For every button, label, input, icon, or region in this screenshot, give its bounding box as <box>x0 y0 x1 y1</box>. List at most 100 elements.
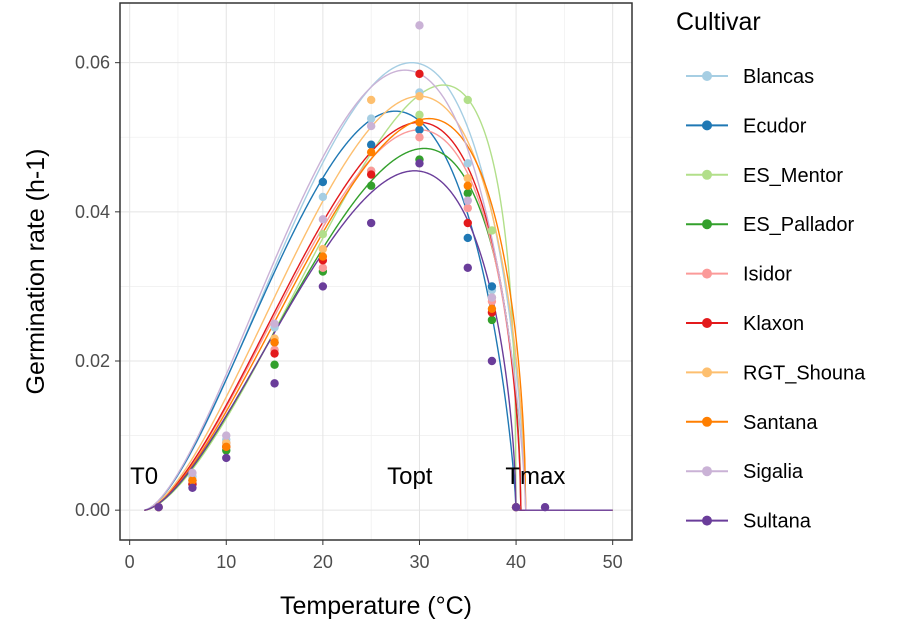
point-es_mentor <box>463 95 472 105</box>
point-sigalia <box>366 121 376 131</box>
point-sigalia <box>318 215 328 224</box>
point-sultana <box>463 263 472 272</box>
legend-marker <box>702 71 712 81</box>
point-isidor <box>463 203 472 213</box>
legend-title: Cultivar <box>676 8 761 36</box>
point-sultana <box>154 502 163 512</box>
point-ecudor <box>463 233 472 243</box>
legend-item-isidor: Isidor <box>686 264 792 286</box>
y-tick-label: 0.06 <box>75 53 110 73</box>
point-sultana <box>511 502 521 512</box>
point-rgt_shouna <box>463 174 472 183</box>
annotation-tmax: Tmax <box>505 463 565 490</box>
point-sultana <box>540 502 550 512</box>
y-axis-title: Germination rate (h-1) <box>22 149 50 395</box>
point-santana <box>415 118 424 127</box>
legend-marker <box>702 466 712 477</box>
legend-item-sultana: Sultana <box>686 511 812 533</box>
point-blancas <box>318 192 328 202</box>
point-sultana <box>188 483 197 492</box>
legend-label: Klaxon <box>743 313 804 335</box>
point-klaxon <box>270 349 279 358</box>
point-isidor <box>415 133 424 142</box>
legend-items: Blancas Ecudor ES_Mentor ES_Pallador Isidor K… <box>686 66 866 533</box>
x-tick-label: 50 <box>603 552 623 572</box>
x-tick-label: 30 <box>409 552 429 572</box>
legend-item-es_mentor: ES_Mentor <box>686 165 843 187</box>
point-santana <box>463 181 472 190</box>
point-sultana <box>318 282 328 291</box>
threshold-annotations: T0 Topt Tmax <box>130 463 565 490</box>
point-sigalia <box>222 431 231 440</box>
point-klaxon <box>366 170 376 179</box>
point-klaxon <box>415 69 424 79</box>
point-sultana <box>415 159 424 168</box>
point-es_mentor <box>318 230 328 239</box>
plot-panel-border <box>119 2 633 541</box>
point-sultana <box>366 218 376 228</box>
legend-marker <box>702 416 712 427</box>
point-blancas <box>463 159 472 168</box>
point-rgt_shouna <box>318 244 328 254</box>
point-ecudor <box>318 177 328 187</box>
legend-marker <box>702 169 712 180</box>
legend-marker <box>702 219 712 230</box>
legend-item-es_pallador: ES_Pallador <box>686 214 855 236</box>
point-sigalia <box>270 319 279 328</box>
legend-label: Isidor <box>743 264 792 286</box>
point-sultana <box>270 379 279 388</box>
point-santana <box>222 442 231 451</box>
point-es_mentor <box>487 226 497 235</box>
y-tick-label: 0.02 <box>75 351 110 371</box>
legend-marker <box>702 120 712 131</box>
legend-label: Santana <box>743 412 818 434</box>
y-tick-label: 0.00 <box>75 500 110 520</box>
legend-label: ES_Mentor <box>743 165 843 187</box>
legend-item-santana: Santana <box>686 412 818 434</box>
point-ecudor <box>487 282 497 291</box>
annotation-t0: T0 <box>130 463 158 490</box>
legend-marker <box>702 515 712 526</box>
point-santana <box>270 338 279 347</box>
annotation-topt: Topt <box>387 463 433 490</box>
y-axis: 0.00 0.02 0.04 0.06 <box>75 53 120 520</box>
x-tick-label: 20 <box>313 552 333 572</box>
legend-label: Ecudor <box>743 115 807 137</box>
point-sigalia <box>415 21 424 30</box>
point-sigalia <box>463 196 472 205</box>
legend-label: Sigalia <box>743 461 804 483</box>
legend-marker <box>702 367 712 378</box>
legend-label: Blancas <box>743 66 814 88</box>
point-rgt_shouna <box>415 92 424 101</box>
x-tick-label: 40 <box>506 552 526 572</box>
point-rgt_shouna <box>366 95 376 105</box>
point-sultana <box>487 356 497 366</box>
x-axis: 0 10 20 30 40 50 <box>125 540 623 572</box>
point-santana <box>188 476 197 485</box>
legend: Cultivar Blancas Ecudor ES_Mentor ES_Pallad… <box>676 8 866 533</box>
point-es_pallador <box>366 181 376 190</box>
legend-marker <box>702 318 712 328</box>
legend-item-sigalia: Sigalia <box>686 461 804 483</box>
point-es_pallador <box>487 315 497 325</box>
legend-marker <box>702 268 712 279</box>
curve-sultana <box>144 170 613 511</box>
observed-points <box>154 21 550 512</box>
point-sultana <box>222 453 231 463</box>
point-es_pallador <box>270 360 279 369</box>
point-ecudor <box>366 140 376 149</box>
point-es_mentor <box>415 110 424 120</box>
legend-item-rgt_shouna: RGT_Shouna <box>686 362 866 384</box>
x-axis-title: Temperature (°C) <box>280 592 472 620</box>
point-ecudor <box>415 125 424 134</box>
x-tick-label: 10 <box>216 552 236 572</box>
legend-item-klaxon: Klaxon <box>686 313 804 335</box>
point-blancas <box>366 114 376 123</box>
y-tick-label: 0.04 <box>75 202 110 222</box>
legend-label: RGT_Shouna <box>743 362 866 384</box>
point-es_pallador <box>463 188 472 198</box>
point-sigalia <box>188 468 197 478</box>
fitted-curves <box>144 61 613 511</box>
point-klaxon <box>463 218 472 228</box>
